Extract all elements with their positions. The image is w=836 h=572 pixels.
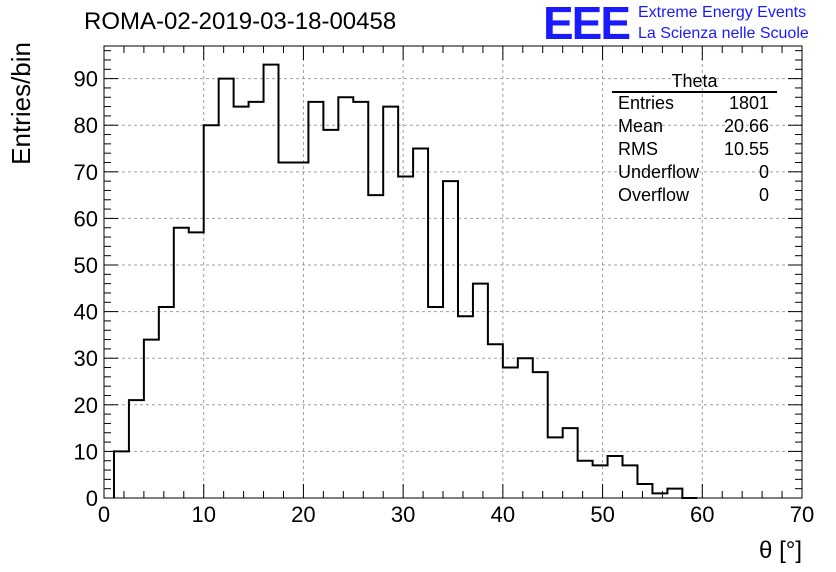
histogram-bin bbox=[204, 125, 219, 498]
histogram-bin bbox=[249, 102, 264, 498]
histogram-bin bbox=[503, 368, 518, 498]
histogram-bin bbox=[383, 107, 398, 498]
x-tick-label: 20 bbox=[291, 502, 315, 527]
histogram-bin bbox=[398, 176, 413, 498]
histogram-bin bbox=[518, 358, 533, 498]
stats-row-label: Mean bbox=[618, 116, 663, 136]
histogram-bin bbox=[473, 284, 488, 498]
histogram-bin bbox=[637, 484, 652, 498]
stats-row-label: Entries bbox=[618, 93, 674, 113]
y-tick-label: 60 bbox=[74, 206, 98, 231]
histogram-bin bbox=[114, 451, 129, 498]
stats-row-label: Overflow bbox=[618, 185, 690, 205]
stats-row-label: RMS bbox=[618, 139, 658, 159]
histogram-bin bbox=[563, 428, 578, 498]
histogram-line bbox=[112, 63, 698, 499]
histogram-bin bbox=[458, 316, 473, 498]
labels-layer: 0 10 20 30 40 50 60 70 0 10 20 30 40 50 60 70 80 90 θ [°] E… bbox=[6, 42, 814, 564]
stats-box-title: Theta bbox=[671, 71, 718, 91]
y-tick-label: 50 bbox=[74, 253, 98, 278]
histogram-bin bbox=[159, 307, 174, 498]
x-tick-label: 30 bbox=[391, 502, 415, 527]
y-tick-label: 10 bbox=[74, 439, 98, 464]
histogram-bin bbox=[264, 65, 279, 498]
histogram-bin bbox=[533, 372, 548, 498]
histogram-bin bbox=[279, 162, 294, 498]
x-tick-label: 10 bbox=[191, 502, 215, 527]
y-axis-label: Entries/bin bbox=[6, 42, 36, 165]
x-tick-label: 60 bbox=[690, 502, 714, 527]
y-tick-label: 20 bbox=[74, 393, 98, 418]
y-tick-label: 80 bbox=[74, 113, 98, 138]
stats-row-value: 0 bbox=[759, 162, 769, 182]
y-tick-label: 0 bbox=[86, 486, 98, 511]
histogram-bin bbox=[189, 232, 204, 498]
x-axis-label: θ [°] bbox=[759, 537, 802, 564]
histogram-bin bbox=[578, 461, 593, 498]
x-tick-label: 70 bbox=[790, 502, 814, 527]
histogram-bin bbox=[144, 340, 159, 498]
logo-caption-line1: Extreme Energy Events bbox=[638, 4, 807, 21]
histogram-bin bbox=[353, 102, 368, 498]
histogram-bin bbox=[293, 162, 308, 498]
histogram-bin bbox=[608, 456, 623, 498]
eee-logo: EEE bbox=[543, 0, 631, 49]
y-tick-label: 90 bbox=[74, 67, 98, 92]
stats-row-value: 1801 bbox=[729, 93, 769, 113]
histogram-bin bbox=[488, 344, 503, 498]
stats-row-label: Underflow bbox=[618, 162, 700, 182]
histogram-bin bbox=[667, 489, 682, 498]
y-tick-label: 30 bbox=[74, 346, 98, 371]
histogram-bin bbox=[174, 228, 189, 498]
x-tick-label: 50 bbox=[590, 502, 614, 527]
stats-row-value: 0 bbox=[759, 185, 769, 205]
histogram-bin bbox=[443, 181, 458, 498]
histogram-bin bbox=[323, 130, 338, 498]
stats-row-value: 20.66 bbox=[724, 116, 769, 136]
y-tick-label: 70 bbox=[74, 160, 98, 185]
logo-caption-line2: La Scienza nelle Scuole bbox=[638, 25, 809, 42]
histogram-bin bbox=[234, 107, 249, 498]
histogram-bin bbox=[368, 195, 383, 498]
histogram-bin bbox=[413, 149, 428, 498]
x-tick-label: 40 bbox=[491, 502, 515, 527]
histogram-bin bbox=[548, 437, 563, 498]
grid-layer bbox=[104, 46, 802, 498]
histogram-bin bbox=[219, 79, 234, 498]
histogram-bin bbox=[593, 465, 608, 498]
histogram-bin bbox=[338, 97, 353, 498]
x-tick-label: 0 bbox=[98, 502, 110, 527]
histogram-bin bbox=[623, 465, 638, 498]
histogram-bin bbox=[308, 102, 323, 498]
histogram-title: ROMA-02-2019-03-18-00458 bbox=[84, 8, 397, 35]
ticks-layer bbox=[103, 46, 803, 499]
plot-frame bbox=[103, 45, 803, 499]
stats-row-value: 10.55 bbox=[724, 139, 769, 159]
y-tick-label: 40 bbox=[74, 300, 98, 325]
histogram-bin bbox=[129, 400, 144, 498]
histogram-bin bbox=[428, 307, 443, 498]
